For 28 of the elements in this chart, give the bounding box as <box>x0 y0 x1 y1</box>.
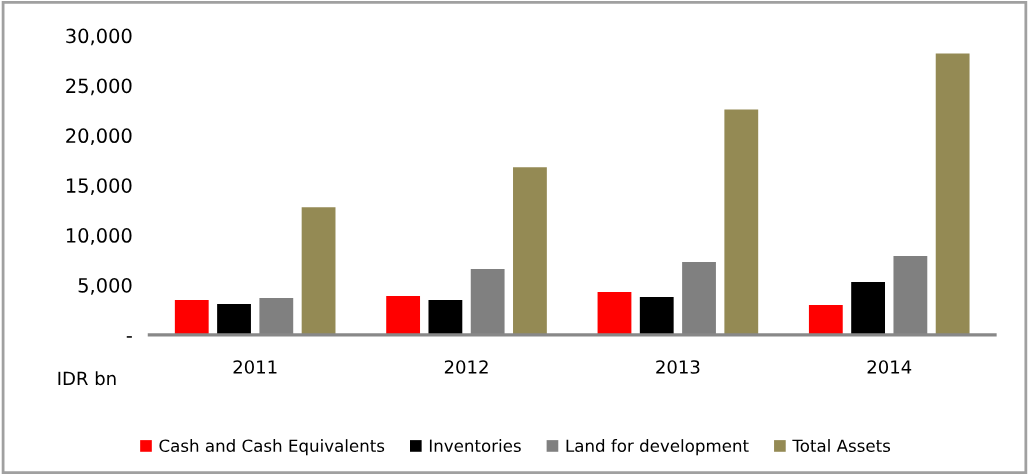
x-tick-label: 2014 <box>867 360 912 374</box>
x-tick-label: 2013 <box>656 360 700 374</box>
bar <box>808 304 843 335</box>
x-tick-label: 2012 <box>444 360 488 374</box>
bar <box>935 53 970 335</box>
bar <box>639 296 674 335</box>
text: IDR bn <box>58 371 116 386</box>
bar <box>386 295 421 335</box>
y-tick-label: 5,000 <box>78 277 132 295</box>
legend-label: Cash and Cash Equivalents <box>159 439 385 456</box>
bar <box>597 291 632 335</box>
y-tick-label: - <box>126 336 132 338</box>
legend-label: Inventories <box>429 439 521 453</box>
y-tick-label: 25,000 <box>66 78 132 96</box>
bar <box>724 109 759 335</box>
bar <box>513 167 547 335</box>
legend-label: Land for development <box>566 439 749 456</box>
x-tick-label: 2011 <box>233 360 277 374</box>
bar <box>174 299 209 335</box>
bar <box>851 282 886 335</box>
legend-label: Total Assets <box>792 439 891 453</box>
bar <box>428 299 463 335</box>
y-tick-label: 15,000 <box>66 178 132 195</box>
y-tick-label: 30,000 <box>66 28 132 46</box>
bar <box>301 207 336 335</box>
bar <box>217 303 251 335</box>
y-tick-label: 10,000 <box>66 228 132 245</box>
y-tick-label: 20,000 <box>66 128 132 146</box>
